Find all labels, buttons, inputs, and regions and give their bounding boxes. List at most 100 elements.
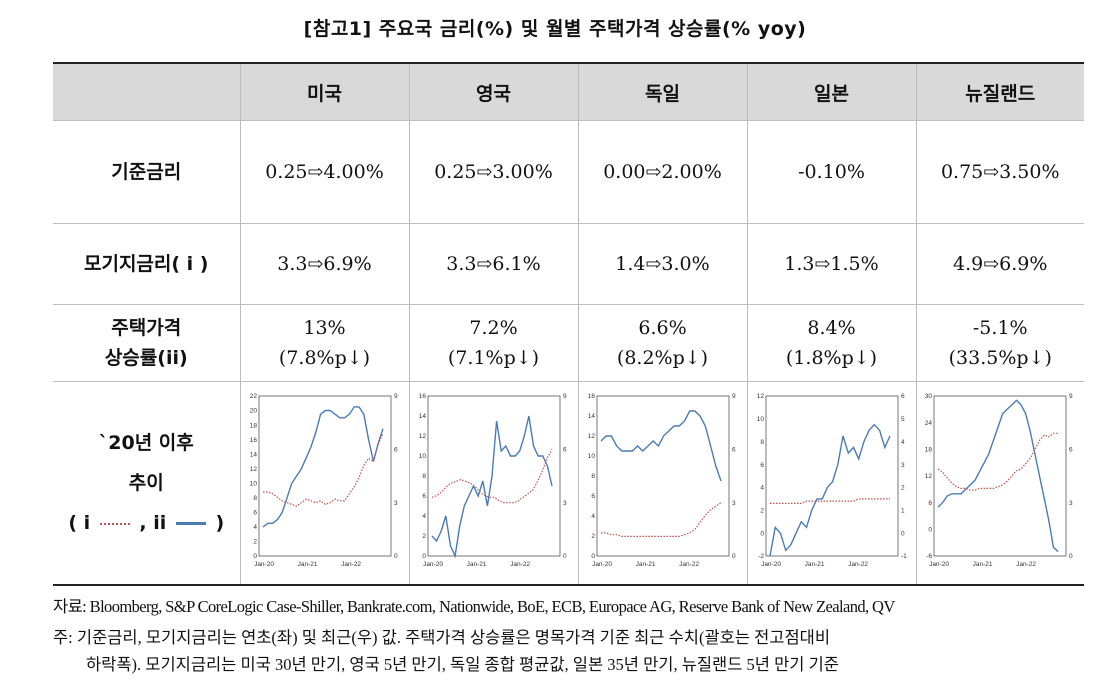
left-tick-label: 24 — [925, 420, 933, 427]
chart-cell: 0 2 4 6 8 10 12 14 16 0 3 6 9 Jan-20 Jan-21 Jan-22 — [577, 381, 748, 586]
row-label-house-price: 주택가격 상승률(ii) — [53, 304, 241, 382]
left-tick-label: 16 — [249, 437, 257, 444]
chart-legend: ( i , ii ) — [53, 508, 240, 538]
left-tick-label: 0 — [253, 553, 257, 560]
left-tick-label: -6 — [926, 553, 932, 560]
cell-value: 1.4⇨3.0% — [577, 223, 748, 305]
row-label-line: 추이 — [128, 472, 164, 494]
left-tick-label: 18 — [249, 422, 257, 429]
left-tick-label: 6 — [591, 493, 595, 500]
right-tick-label: 3 — [394, 500, 398, 507]
cell-value: 3.3⇨6.1% — [408, 223, 579, 305]
row-label-line: 주택가격 — [111, 317, 182, 339]
left-tick-label: 0 — [760, 530, 764, 537]
x-tick-label: Jan-22 — [1016, 561, 1036, 568]
left-tick-label: 12 — [756, 393, 764, 400]
left-tick-label: 2 — [760, 507, 764, 514]
right-tick-label: -1 — [901, 553, 907, 560]
chart-cell: -6 0 6 12 18 24 30 0 3 6 9 Jan-20 Jan-21 Jan-22 — [915, 381, 1084, 586]
legend-text: ( i — [68, 512, 91, 534]
page-title: [참고1] 주요국 금리(%) 및 월별 주택가격 상승률(% yoy) — [303, 18, 807, 40]
cell-value: 0.25⇨4.00% — [239, 120, 410, 224]
chart-cell: 0 2 4 6 8 10 12 14 16 0 3 6 9 Jan-20 Jan-21 Jan-22 — [408, 381, 579, 586]
row-label-policy-rate: 기준금리 — [53, 120, 241, 224]
right-tick-label: 9 — [563, 393, 567, 400]
cell-line: (33.5%p↓) — [948, 347, 1052, 369]
x-tick-label: Jan-22 — [510, 561, 530, 568]
right-tick-label: 1 — [901, 507, 905, 514]
left-tick-label: 10 — [756, 416, 764, 423]
legend-text: , ii — [139, 512, 167, 534]
chart-cell: -2 0 2 4 6 8 10 12 -1 0 1 2 3 4 5 6 Jan-20 Jan-21 Jan-22 — [746, 381, 917, 586]
left-tick-label: 6 — [760, 462, 764, 469]
left-tick-label: 10 — [587, 453, 595, 460]
left-tick-label: 12 — [925, 473, 933, 480]
left-tick-label: 6 — [253, 510, 257, 517]
cell-value: 0.75⇨3.50% — [915, 120, 1084, 224]
cell-value: 1.3⇨1.5% — [746, 223, 917, 305]
cell-line: (7.8%p↓) — [278, 347, 371, 369]
left-tick-label: 8 — [253, 495, 257, 502]
x-tick-label: Jan-21 — [297, 561, 317, 568]
table-row: 기준금리 0.25⇨4.00% 0.25⇨3.00% 0.00⇨2.00% -0… — [53, 120, 1084, 224]
left-tick-label: 2 — [422, 533, 426, 540]
plot-frame — [765, 395, 898, 557]
left-tick-label: 14 — [249, 451, 257, 458]
cell-value: 0.00⇨2.00% — [577, 120, 748, 224]
right-tick-label: 3 — [1069, 500, 1073, 507]
mortgage-rate-line — [937, 432, 1059, 491]
left-tick-label: 16 — [587, 393, 595, 400]
right-tick-label: 3 — [563, 500, 567, 507]
left-tick-label: 22 — [249, 393, 257, 400]
x-tick-label: Jan-21 — [466, 561, 486, 568]
col-header-nz: 뉴질랜드 — [915, 62, 1084, 121]
cell-value: 0.25⇨3.00% — [408, 120, 579, 224]
x-tick-label: Jan-22 — [341, 561, 361, 568]
col-header-jp: 일본 — [746, 62, 917, 121]
x-tick-label: Jan-22 — [679, 561, 699, 568]
left-tick-label: 4 — [422, 513, 426, 520]
left-tick-label: 16 — [418, 393, 426, 400]
row-label-trend: `20년 이후 추이 ( i , ii ) — [53, 381, 241, 586]
left-tick-label: 12 — [418, 433, 426, 440]
cell-line: (7.1%p↓) — [447, 347, 540, 369]
cell-value: 3.3⇨6.9% — [239, 223, 410, 305]
corner-cell — [53, 62, 241, 121]
row-label-mortgage-rate: 모기지금리( i ) — [53, 223, 241, 305]
chart-us: 0 2 4 6 8 10 12 14 16 18 20 22 0 3 6 9 Jan-20 Jan-21 Jan-2… — [249, 393, 398, 568]
x-tick-label: Jan-20 — [423, 561, 443, 568]
col-header-us: 미국 — [239, 62, 410, 121]
right-tick-label: 6 — [563, 447, 567, 454]
left-tick-label: 4 — [760, 485, 764, 492]
house-price-line — [430, 415, 553, 559]
cell-value: 6.6% (8.2%p↓) — [577, 304, 748, 382]
left-tick-label: 4 — [253, 524, 257, 531]
x-tick-label: Jan-21 — [635, 561, 655, 568]
left-tick-label: 14 — [418, 413, 426, 420]
right-tick-label: 3 — [901, 462, 905, 469]
header-row: 미국 영국 독일 일본 뉴질랜드 — [53, 62, 1084, 121]
left-tick-label: 6 — [929, 500, 933, 507]
left-tick-label: 2 — [591, 533, 595, 540]
plot-frame — [933, 395, 1067, 557]
left-tick-label: 18 — [925, 447, 933, 454]
source-note: 자료: Bloomberg, S&P CoreLogic Case-Shille… — [53, 597, 895, 616]
left-tick-label: 8 — [422, 473, 426, 480]
x-tick-label: Jan-22 — [848, 561, 868, 568]
left-tick-label: 14 — [587, 413, 595, 420]
left-tick-label: 10 — [418, 453, 426, 460]
x-tick-label: Jan-21 — [804, 561, 824, 568]
left-tick-label: -2 — [758, 553, 764, 560]
chart-nz: -6 0 6 12 18 24 30 0 3 6 9 Jan-20 Jan-21 Jan-22 — [925, 393, 1073, 568]
mortgage-rate-line — [431, 449, 553, 504]
footnote-line: 주: 기준금리, 모기지금리는 연초(좌) 및 최근(우) 값. 주택가격 상승… — [53, 628, 831, 647]
col-header-de: 독일 — [577, 62, 748, 121]
footnote-line: 하락폭). 모기지금리는 미국 30년 만기, 영국 5년 만기, 독일 종합 … — [86, 655, 839, 674]
x-tick-label: Jan-20 — [761, 561, 781, 568]
left-tick-label: 12 — [587, 433, 595, 440]
cell-line: (1.8%p↓) — [785, 347, 878, 369]
cell-value: 4.9⇨6.9% — [915, 223, 1084, 305]
rates-table: 미국 영국 독일 일본 뉴질랜드 기준금리 0.25⇨4.00% 0.25⇨3.… — [53, 62, 1084, 586]
right-tick-label: 6 — [394, 447, 398, 454]
chart-de: 0 2 4 6 8 10 12 14 16 0 3 6 9 Jan-20 Jan-21 Jan-22 — [587, 393, 735, 568]
